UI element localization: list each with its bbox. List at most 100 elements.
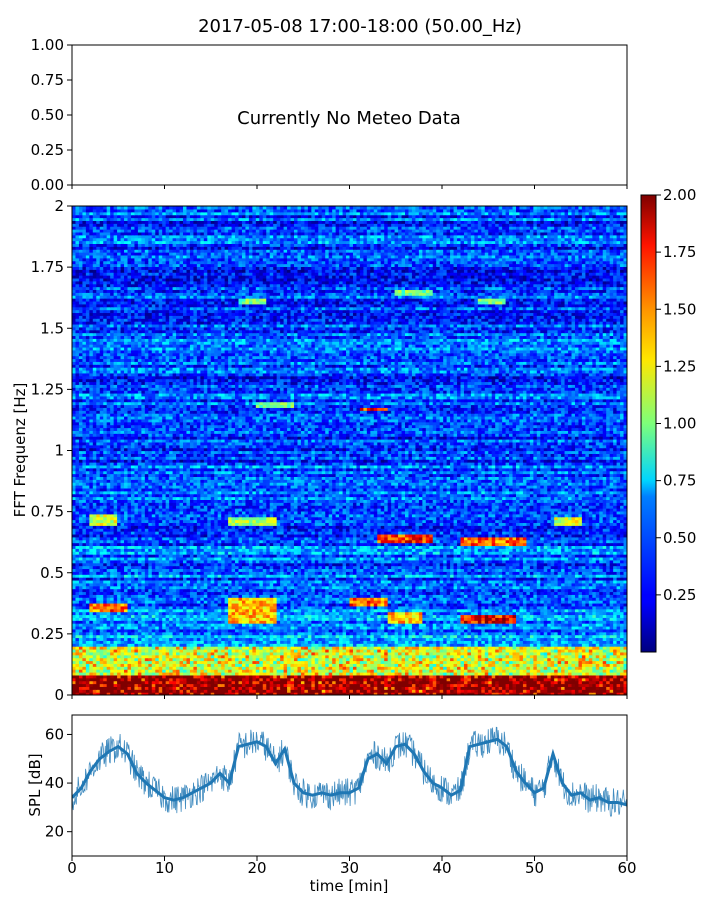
spectrogram-cell (186, 646, 191, 650)
spectrogram-cell (339, 648, 344, 653)
spectrogram-cell (401, 686, 406, 690)
spectrogram-cell (141, 677, 146, 682)
spectrogram-cell (255, 666, 260, 670)
spectrogram-cell (415, 689, 420, 693)
spectrogram-cell (228, 680, 233, 685)
spectrogram-cell (92, 666, 97, 670)
spectrogram-cell (568, 683, 573, 687)
spectrogram-cell (574, 683, 580, 687)
spectrogram-cell (207, 692, 212, 695)
spectrogram-cell (502, 660, 507, 664)
spectrogram-cell (405, 660, 410, 664)
spectrogram-cell (339, 634, 344, 639)
spectrogram-cell (453, 663, 458, 667)
spectrogram-cell (581, 663, 586, 667)
spectrogram-cell (578, 643, 583, 647)
spectrogram-cell (300, 669, 306, 673)
spectrogram-cell (467, 692, 472, 695)
spectrogram-cell (460, 657, 465, 662)
spectrogram-cell (248, 634, 253, 639)
spectrogram-cell (228, 651, 233, 656)
spectrogram-cell (446, 648, 451, 653)
spectrogram-cell (200, 654, 205, 659)
spectrogram-cell (311, 666, 316, 670)
spectrogram-cell (144, 654, 149, 659)
spectrogram-cell (519, 651, 524, 656)
spectrogram-cell (72, 677, 77, 682)
spectrogram-cell (287, 648, 292, 653)
spectrogram-cell (210, 648, 215, 653)
spectrogram-cell (186, 657, 191, 662)
spectrogram-cell (273, 671, 278, 676)
spectrogram-cell (411, 671, 417, 676)
spectrogram-cell (141, 637, 146, 641)
spectrogram-cell (422, 671, 427, 676)
spectrogram-cell (356, 669, 361, 673)
spectrogram-cell (127, 657, 132, 662)
spectrogram-cell (169, 640, 174, 644)
spectrogram-cell (561, 637, 566, 641)
spectrogram-cell (474, 680, 479, 685)
spectrogram-cell (467, 686, 472, 690)
spectrogram-cell (436, 651, 441, 656)
spectrogram-cell (606, 692, 611, 695)
spectrogram-cell (488, 692, 493, 695)
spectrogram-cell (391, 634, 396, 639)
spectrogram-cell (252, 689, 257, 693)
spectrogram-cell (613, 686, 618, 690)
spectrogram-cell (536, 643, 541, 647)
spectrogram-cell (304, 648, 309, 653)
spectrogram-cell (574, 637, 580, 641)
spectrogram-cell (557, 637, 562, 641)
spectrogram-cell (103, 654, 108, 659)
spectrogram-cell (377, 669, 382, 673)
spectrogram-cell (245, 654, 250, 659)
spectrogram-cell (266, 680, 271, 685)
spectrogram-cell (540, 671, 545, 676)
spectrogram-cell (512, 663, 517, 667)
spectrogram-cell (415, 657, 420, 662)
spectrogram-cell (203, 689, 208, 693)
spectrogram-cell (581, 651, 586, 656)
spectrogram-cell (540, 634, 545, 639)
spectrogram-cell (248, 686, 253, 690)
spectrogram-cell (491, 660, 496, 664)
spectrogram-cell (328, 657, 333, 662)
spectrogram-cell (467, 674, 472, 679)
spectrogram-cell (158, 669, 163, 673)
spectrogram-cell (484, 643, 489, 647)
spectrogram-cell (255, 640, 260, 644)
spectrogram-cell (130, 643, 136, 647)
spectrogram-cell (283, 646, 288, 650)
spectrogram-cell (134, 683, 139, 687)
spectrogram-cell (481, 669, 486, 673)
spectrogram-cell (578, 671, 583, 676)
spectrogram-cell (526, 677, 531, 682)
spectrogram-cell (391, 666, 396, 670)
spectrogram-cell (474, 683, 479, 687)
spectrogram-cell (203, 643, 208, 647)
spectrogram-cell (356, 689, 361, 693)
spectrogram-cell (255, 634, 260, 639)
spectrogram-cell (280, 669, 285, 673)
spectrogram-cell (373, 669, 378, 673)
spectrogram-cell (384, 646, 389, 650)
spectrogram-cell (259, 643, 264, 647)
spectrogram-cell (325, 651, 330, 656)
spectrogram-cell (463, 648, 469, 653)
spectrogram-cell (89, 671, 94, 676)
spectrogram-cell (339, 692, 344, 695)
spectrogram-cell (522, 663, 528, 667)
spectrogram-cell (283, 671, 288, 676)
spectrogram-cell (203, 657, 208, 662)
spectrogram-cell (398, 640, 403, 644)
spectrogram-cell (477, 637, 482, 641)
spectrogram-cell (245, 686, 250, 690)
spectrogram-cell (522, 643, 528, 647)
spectrogram-cell (297, 637, 302, 641)
spectrogram-cell (252, 666, 257, 670)
spectrogram-cell (165, 677, 170, 682)
spectrogram-cell (533, 674, 538, 679)
spectrogram-cell (283, 674, 288, 679)
spectrogram-cell (363, 666, 368, 670)
